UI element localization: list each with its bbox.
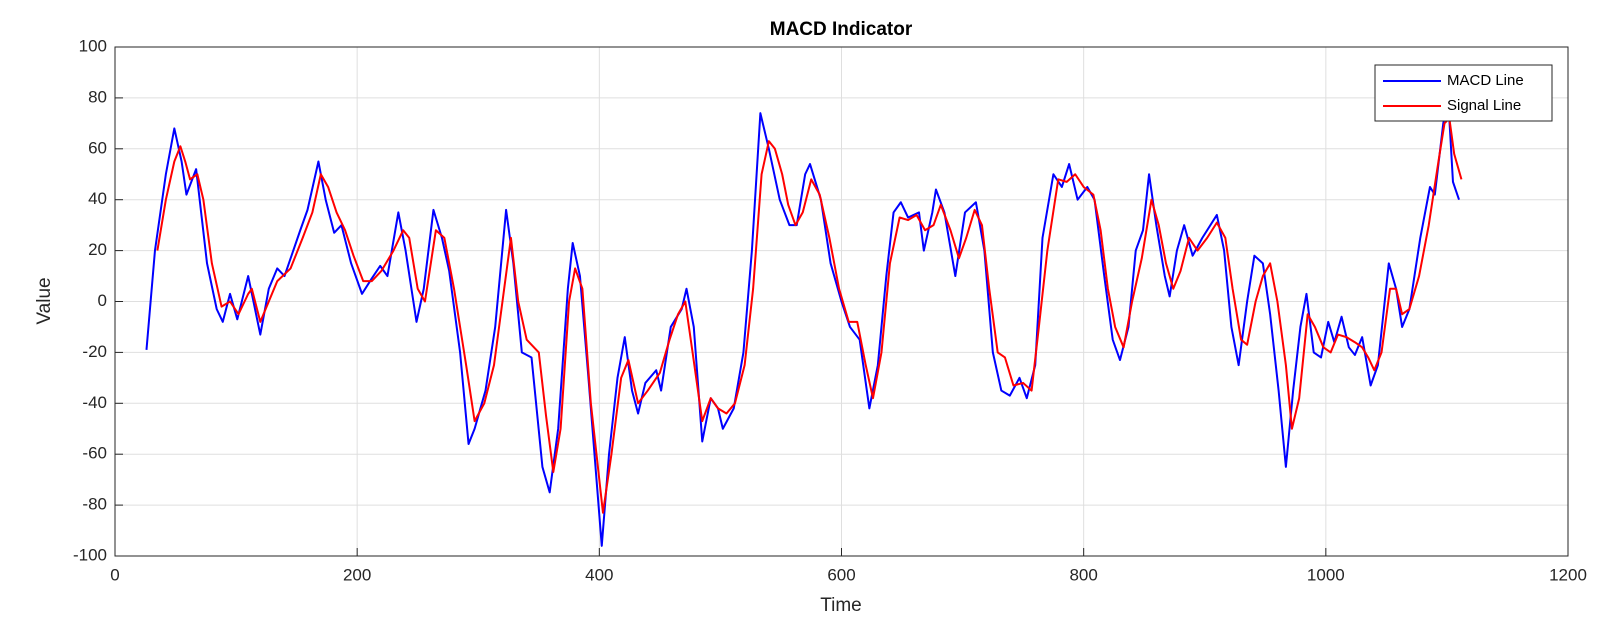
y-axis-label: Value bbox=[34, 277, 55, 324]
series-line bbox=[156, 117, 1463, 514]
x-tick-label: 600 bbox=[827, 565, 855, 584]
y-tick-label: 60 bbox=[88, 138, 107, 157]
chart-title: MACD Indicator bbox=[770, 19, 913, 40]
legend-label: MACD Line bbox=[1447, 72, 1524, 89]
y-tick-label: 100 bbox=[79, 36, 107, 55]
x-tick-label: 200 bbox=[343, 565, 371, 584]
y-tick-label: 80 bbox=[88, 87, 107, 106]
y-tick-label: -40 bbox=[82, 393, 107, 412]
y-tick-label: 20 bbox=[88, 240, 107, 259]
y-tick-label: -100 bbox=[73, 545, 107, 564]
x-tick-label: 1200 bbox=[1549, 565, 1587, 584]
x-tick-label: 400 bbox=[585, 565, 613, 584]
legend: MACD Line Signal Line bbox=[1374, 64, 1553, 122]
legend-box bbox=[1374, 64, 1553, 122]
y-tick-label: 0 bbox=[98, 291, 107, 310]
lines bbox=[145, 96, 1463, 547]
x-tick-label: 0 bbox=[110, 565, 119, 584]
x-tick-label: 800 bbox=[1069, 565, 1097, 584]
y-tick-label: -60 bbox=[82, 444, 107, 463]
y-tick-label: 40 bbox=[88, 189, 107, 208]
y-tick-label: -80 bbox=[82, 495, 107, 514]
legend-label: Signal Line bbox=[1447, 97, 1521, 114]
y-tick-label: -20 bbox=[82, 342, 107, 361]
x-axis-label: Time bbox=[820, 595, 862, 616]
x-tick-label: 1000 bbox=[1307, 565, 1345, 584]
